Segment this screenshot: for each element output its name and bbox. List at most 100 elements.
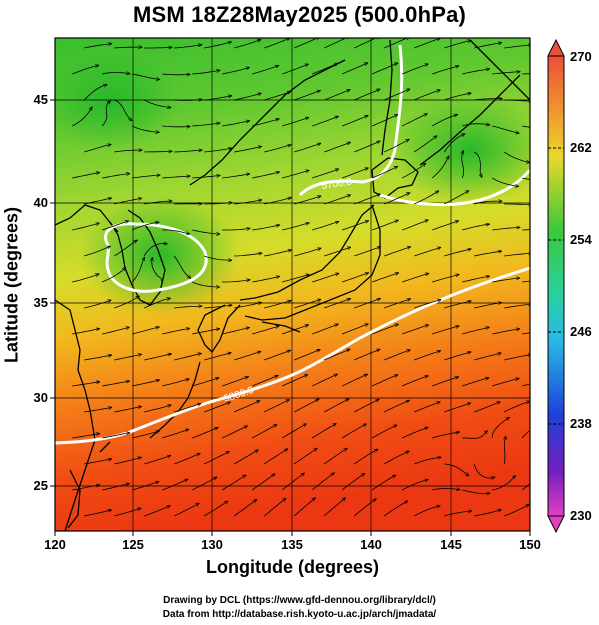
wind-arrow bbox=[294, 143, 321, 153]
wind-arrow bbox=[444, 93, 471, 101]
wind-arrow bbox=[294, 38, 320, 49]
wind-arrow bbox=[354, 141, 380, 153]
wind-arrow bbox=[492, 329, 520, 335]
colorbar-tick-254: 254 bbox=[570, 232, 592, 247]
wind-arrow bbox=[491, 417, 509, 439]
x-tick-145: 145 bbox=[440, 537, 462, 552]
wind-arrow bbox=[354, 349, 380, 361]
wind-arrow bbox=[264, 350, 290, 361]
wind-arrow bbox=[222, 377, 248, 387]
y-tick-30: 30 bbox=[34, 390, 48, 405]
wind-arrow bbox=[72, 329, 99, 335]
wind-arrow bbox=[84, 44, 112, 49]
wind-arrow bbox=[504, 436, 506, 465]
wind-arrow bbox=[132, 327, 159, 335]
wind-arrow bbox=[174, 353, 201, 361]
wind-arrow bbox=[462, 489, 490, 494]
wind-arrow bbox=[234, 351, 261, 361]
wind-arrow bbox=[162, 379, 189, 387]
wind-arrow bbox=[323, 448, 347, 465]
wind-arrow bbox=[492, 278, 520, 283]
colorbar-tick-238: 238 bbox=[570, 416, 592, 431]
wind-arrow bbox=[84, 144, 111, 153]
wind-arrow bbox=[162, 328, 189, 335]
wind-arrow bbox=[204, 42, 231, 49]
wind-arrow bbox=[204, 402, 230, 413]
x-axis-ticks bbox=[54, 531, 531, 536]
wind-arrow bbox=[144, 47, 172, 48]
wind-arrow bbox=[233, 450, 258, 465]
wind-arrow bbox=[132, 482, 159, 491]
wind-arrow bbox=[222, 426, 247, 439]
wind-arrow bbox=[84, 300, 111, 309]
wind-arrow bbox=[192, 176, 220, 179]
wind-arrow bbox=[84, 246, 110, 257]
wind-arrow bbox=[504, 304, 530, 309]
x-tick-125: 125 bbox=[122, 537, 144, 552]
wind-arrow bbox=[204, 305, 232, 309]
wind-arrow bbox=[251, 474, 275, 491]
wind-arrow bbox=[252, 326, 279, 335]
x-tick-140: 140 bbox=[360, 537, 382, 552]
wind-arrow bbox=[384, 193, 410, 205]
wind-arrow bbox=[252, 425, 277, 439]
wind-arrow bbox=[504, 401, 530, 413]
wind-arrow bbox=[522, 73, 530, 75]
colorbar-tick-262: 262 bbox=[570, 140, 592, 155]
wind-arrow bbox=[192, 70, 220, 75]
wind-arrow bbox=[414, 90, 440, 101]
wind-arrow bbox=[354, 299, 380, 309]
wind-arrow bbox=[101, 101, 110, 127]
contour-5700-north bbox=[298, 44, 404, 197]
wind-arrow bbox=[282, 325, 308, 335]
wind-arrow bbox=[372, 63, 398, 75]
wind-arrow bbox=[204, 452, 229, 465]
wind-arrow bbox=[444, 511, 471, 517]
wind-arrow bbox=[233, 499, 257, 517]
wind-arrow bbox=[504, 100, 530, 101]
contour-5880 bbox=[55, 266, 530, 445]
wind-arrow bbox=[264, 38, 290, 49]
wind-arrow bbox=[264, 301, 291, 309]
y-tick-45: 45 bbox=[34, 92, 48, 107]
wind-arrow bbox=[444, 403, 471, 413]
wind-arrow bbox=[282, 375, 308, 387]
wind-arrow bbox=[492, 476, 515, 491]
colorbar-tick-270: 270 bbox=[570, 49, 592, 64]
wind-arrow bbox=[372, 166, 397, 179]
footer-data-credit: Data from http://database.rish.kyoto-u.a… bbox=[162, 609, 437, 620]
wind-arrow bbox=[324, 349, 350, 361]
wind-arrow bbox=[114, 406, 141, 413]
wind-arrow bbox=[474, 99, 502, 101]
wind-arrow bbox=[372, 273, 398, 283]
wind-arrow bbox=[444, 301, 471, 309]
wind-arrow bbox=[522, 383, 530, 387]
wind-arrow bbox=[444, 191, 469, 205]
wind-arrow bbox=[192, 477, 217, 491]
wind-arrow bbox=[84, 510, 111, 517]
wind-arrow bbox=[204, 96, 232, 101]
wind-arrow bbox=[522, 280, 530, 283]
wind-arrow bbox=[102, 174, 130, 179]
wind-arrow bbox=[234, 303, 261, 309]
wind-arrow bbox=[521, 483, 530, 491]
wind-arrow bbox=[342, 324, 368, 335]
wind-arrow bbox=[72, 274, 99, 283]
wind-streamlines bbox=[72, 38, 530, 517]
wind-arrow bbox=[462, 431, 487, 439]
wind-arrow bbox=[444, 352, 471, 361]
wind-arrow bbox=[102, 267, 126, 283]
wind-arrow bbox=[102, 327, 129, 335]
wind-arrow bbox=[353, 499, 376, 517]
wind-arrow bbox=[504, 204, 530, 205]
wind-arrow bbox=[114, 99, 132, 121]
wind-arrow bbox=[383, 451, 409, 465]
x-tick-150: 150 bbox=[519, 537, 541, 552]
wind-arrow bbox=[132, 73, 159, 80]
wind-arrow bbox=[252, 119, 279, 127]
wind-arrow bbox=[311, 424, 336, 439]
wind-arrow bbox=[234, 40, 261, 49]
wind-arrow bbox=[203, 501, 228, 517]
wind-arrow bbox=[354, 399, 379, 413]
wind-arrow bbox=[162, 429, 189, 439]
